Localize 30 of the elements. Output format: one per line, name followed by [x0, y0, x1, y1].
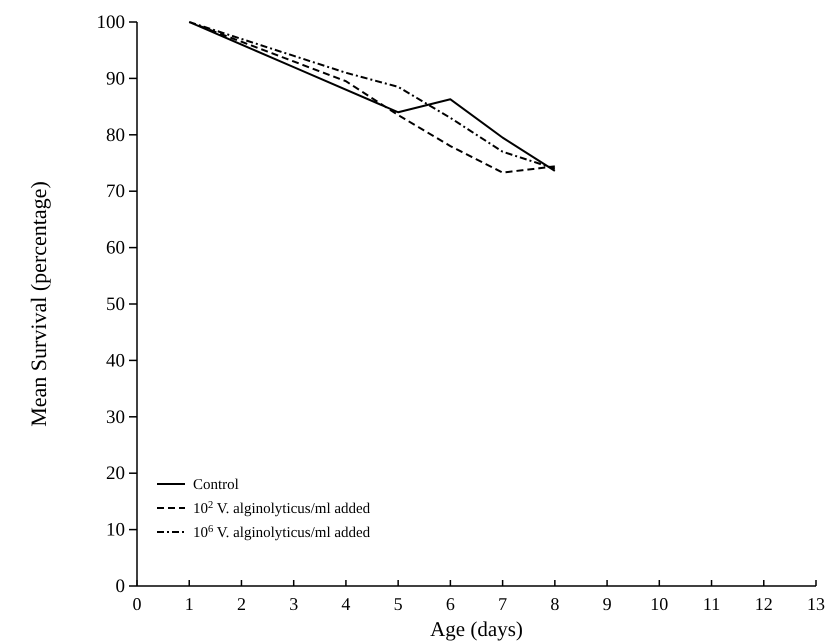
x-tick-label: 10 [650, 594, 668, 614]
x-tick-label: 3 [289, 594, 298, 614]
y-tick-label: 90 [106, 68, 125, 90]
legend-label: Control [193, 477, 239, 493]
x-tick-label: 5 [394, 594, 403, 614]
x-tick-label: 11 [702, 594, 720, 614]
legend-label: 10$^{2}$ V. alginolyticus/ml added [193, 500, 371, 517]
y-tick-label: 40 [106, 350, 125, 372]
x-tick-label: 8 [550, 594, 560, 614]
x-tick-label: 0 [132, 594, 142, 614]
y-tick-label: 30 [106, 406, 125, 428]
y-tick-label: 10 [106, 520, 125, 541]
y-tick-label: 60 [106, 238, 125, 259]
y-tick-label: 0 [116, 576, 125, 597]
x-tick-label: 6 [446, 594, 455, 614]
y-tick-label: 70 [106, 181, 125, 202]
y-tick-label: 80 [106, 124, 125, 146]
x-tick-label: 2 [236, 594, 246, 614]
x-axis-title: Age (days) [430, 617, 523, 641]
x-tick-label: 1 [184, 594, 194, 614]
x-tick-label: 13 [807, 594, 825, 614]
x-tick-label: 12 [754, 594, 773, 614]
y-tick-label: 50 [106, 294, 125, 315]
y-tick-label: 20 [106, 463, 125, 484]
x-tick-label: 9 [602, 594, 612, 614]
x-tick-label: 7 [498, 594, 508, 614]
x-tick-label: 4 [341, 594, 350, 614]
y-axis-title: Mean Survival (percentage) [26, 181, 51, 427]
y-tick-label: 100 [96, 12, 125, 33]
legend-label: 10$^{6}$ V. alginolyticus/ml added [193, 524, 371, 541]
